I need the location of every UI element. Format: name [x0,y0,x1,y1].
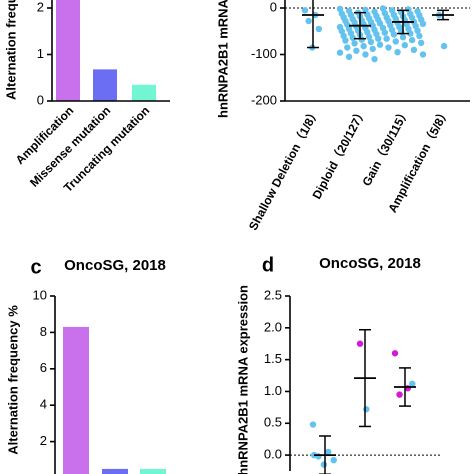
data-point [376,20,384,27]
y-axis-label: Alternation frequency % [5,305,20,455]
data-point [419,20,427,28]
chart-title: OncoSG, 2018 [64,257,166,274]
panel-label: d [262,254,274,276]
data-point [363,406,370,413]
data-point [309,421,317,428]
bar [102,468,128,474]
data-point [315,25,323,33]
data-point [367,38,375,46]
panel-label: c [30,256,41,278]
data-point [409,380,416,388]
bar [56,0,80,101]
y-tick-label: 1.5 [264,351,282,366]
y-tick-label: 0.5 [264,415,282,430]
y-tick-label: 10 [33,287,47,302]
y-tick-label: 2.5 [264,287,282,302]
data-point [390,31,398,38]
data-point [305,17,312,25]
y-tick-label: 0 [270,0,277,14]
data-point [417,39,425,47]
chart-title: OncoSG, 2018 [319,255,421,272]
data-point [410,46,418,54]
data-point [385,44,392,51]
data-point [401,42,409,49]
data-point [349,34,356,41]
data-point [360,42,367,50]
data-point [376,41,384,48]
data-point [407,30,414,37]
data-point [320,461,328,468]
y-axis-label: hnRNPA2B1 mRNA expression [215,0,230,118]
data-point [369,45,376,53]
y-tick-label: -200 [251,92,277,107]
y-axis-label: Alternation frequency % [3,0,18,100]
y-tick-label: 2.0 [264,319,282,334]
y-tick-label: 1 [37,46,44,61]
data-point [440,42,448,50]
data-point [416,32,423,40]
data-point [419,51,427,58]
data-point [391,350,399,357]
bar [140,468,166,474]
data-point [330,456,337,464]
data-point [344,44,351,51]
y-tick-label: 8 [40,324,47,339]
data-point [408,36,416,44]
data-point [342,37,349,44]
data-point [383,35,390,42]
data-point [345,53,353,61]
y-axis-label: hnRNPA2B1 mRNA expression [235,285,250,474]
data-point [414,27,421,34]
data-point [351,40,358,47]
y-tick-label: 4 [40,397,47,412]
data-point [381,29,389,36]
y-tick-label: 1.0 [264,383,282,398]
bar [63,326,89,474]
y-tick-label: 2 [37,0,44,14]
data-point [399,34,407,41]
data-point [396,391,403,398]
y-tick-label: -100 [251,46,277,61]
data-point [374,35,382,42]
data-point [336,49,344,56]
bar [132,84,156,101]
y-tick-label: 0 [37,92,44,107]
data-point [353,47,360,54]
x-tick-label: Shallow Deletion（1/8） [245,105,322,233]
data-point [365,33,373,41]
bar [93,69,117,101]
data-point [392,38,399,45]
data-point [362,51,369,58]
data-point [371,55,378,63]
y-tick-label: 2 [40,433,47,448]
y-tick-label: 6 [40,360,47,375]
data-point [301,7,309,14]
y-tick-label: 0.0 [264,447,282,462]
data-point [356,340,364,347]
data-point [394,48,401,56]
data-point [325,448,332,456]
